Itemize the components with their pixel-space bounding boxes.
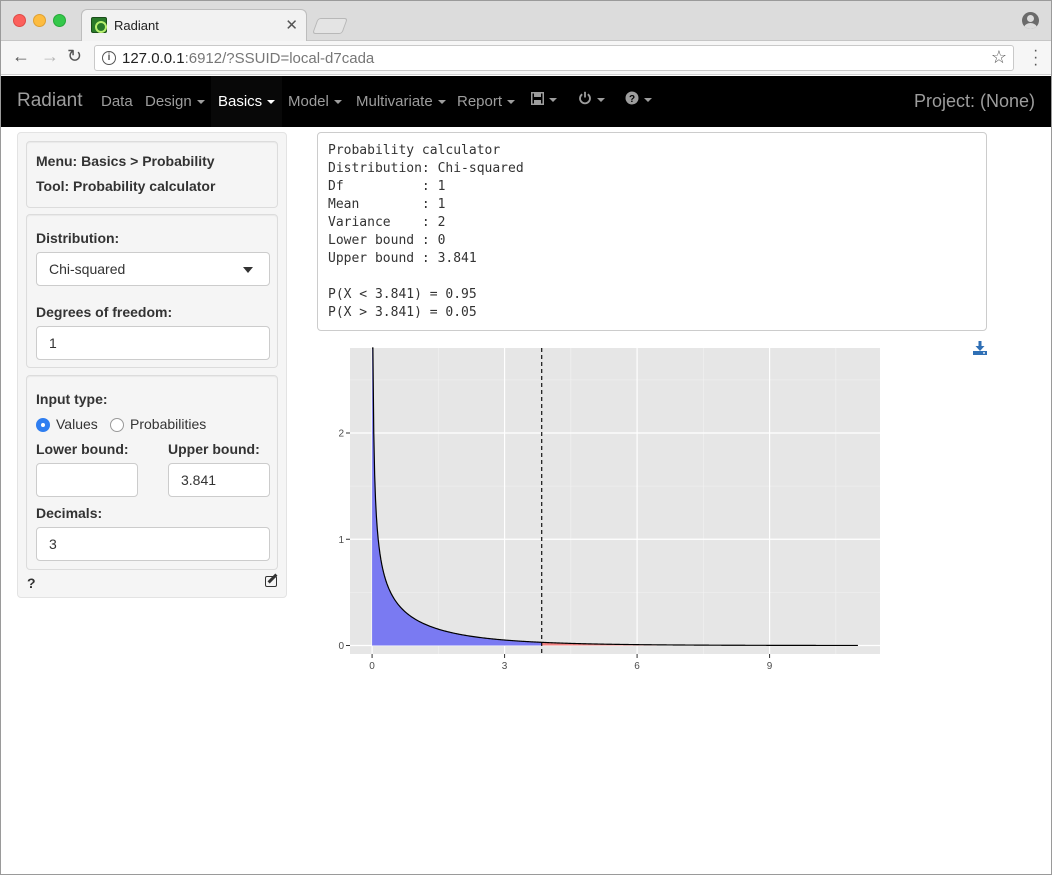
caret-down-icon xyxy=(243,267,253,273)
distribution-value: Chi-squared xyxy=(49,261,126,277)
df-value: 1 xyxy=(49,335,57,351)
distribution-select[interactable]: Chi-squared xyxy=(36,252,270,286)
y-tick-label: 0 xyxy=(338,641,344,652)
question-circle-icon: ? xyxy=(625,91,639,105)
svg-text:?: ? xyxy=(629,94,635,105)
nav-design-label: Design xyxy=(145,93,192,110)
df-label: Degrees of freedom: xyxy=(36,304,173,320)
input-well: Input type: Values Probabilities Lower b… xyxy=(26,375,278,570)
close-window-button[interactable] xyxy=(13,14,26,27)
info-icon[interactable]: i xyxy=(102,51,116,65)
back-arrow-icon[interactable]: ← xyxy=(12,46,30,66)
tab-close-icon[interactable]: ✕ xyxy=(285,17,298,34)
y-tick-label: 1 xyxy=(338,535,344,546)
caret-down-icon xyxy=(507,100,516,105)
upper-bound-input[interactable]: 3.841 xyxy=(168,463,270,497)
caret-down-icon xyxy=(597,98,605,103)
distribution-well: Distribution: Chi-squared Degrees of fre… xyxy=(26,214,278,368)
y-tick-label: 2 xyxy=(338,429,344,440)
nav-basics[interactable]: Basics xyxy=(218,93,276,110)
caret-down-icon xyxy=(437,100,446,105)
forward-arrow-icon[interactable]: → xyxy=(41,46,59,66)
save-icon xyxy=(531,92,544,105)
x-tick-label: 0 xyxy=(369,661,375,672)
density-curve xyxy=(372,347,858,647)
power-icon xyxy=(579,91,591,105)
download-icon[interactable] xyxy=(973,341,987,355)
browser-menu-icon[interactable]: · · · xyxy=(1033,42,1039,73)
x-tick-label: 6 xyxy=(634,661,640,672)
nav-report[interactable]: Report xyxy=(457,93,516,110)
help-link[interactable]: ? xyxy=(27,575,36,591)
nav-model[interactable]: Model xyxy=(288,93,342,110)
sidebar-panel: Menu: Basics > Probability Tool: Probabi… xyxy=(17,132,287,598)
decimals-label: Decimals: xyxy=(36,505,103,521)
tab-title: Radiant xyxy=(114,18,159,33)
save-menu[interactable] xyxy=(531,91,557,108)
menu-info-well: Menu: Basics > Probability Tool: Probabi… xyxy=(26,141,278,208)
nav-report-label: Report xyxy=(457,93,503,110)
nav-multivariate-label: Multivariate xyxy=(356,93,433,110)
caret-down-icon xyxy=(644,98,652,103)
upper-bound-label: Upper bound: xyxy=(168,441,260,457)
reload-icon[interactable]: ↻ xyxy=(67,46,83,66)
x-tick-label: 3 xyxy=(502,661,508,672)
nav-data[interactable]: Data xyxy=(101,93,133,110)
radio-values[interactable] xyxy=(36,418,50,432)
x-tick-label: 9 xyxy=(767,661,773,672)
decimals-value: 3 xyxy=(49,536,57,552)
profile-icon[interactable] xyxy=(1022,12,1039,29)
bookmark-star-icon[interactable]: ☆ xyxy=(990,47,1007,67)
edit-icon[interactable] xyxy=(265,576,277,587)
browser-tab[interactable]: Radiant ✕ xyxy=(81,9,307,42)
caret-down-icon xyxy=(549,98,557,103)
probability-output: Probability calculator Distribution: Chi… xyxy=(317,132,987,331)
density-plot: 0 3 6 9 0 1 2 xyxy=(338,347,880,672)
url-path: :6912/?SSUID=local-d7cada xyxy=(184,50,375,67)
url-input[interactable]: i 127.0.0.1:6912/?SSUID=local-d7cada ☆ xyxy=(94,45,1014,71)
help-menu[interactable]: ? xyxy=(625,91,652,108)
lower-bound-label: Lower bound: xyxy=(36,441,129,457)
tool-name: Tool: Probability calculator xyxy=(36,178,216,194)
browser-tab-bar: Radiant ✕ xyxy=(1,1,1051,42)
lower-bound-input[interactable] xyxy=(36,463,138,497)
minimize-window-button[interactable] xyxy=(33,14,46,27)
url-text: 127.0.0.1:6912/?SSUID=local-d7cada xyxy=(122,50,374,67)
new-tab-button[interactable] xyxy=(312,18,348,34)
caret-down-icon xyxy=(267,100,276,105)
radiant-favicon-icon xyxy=(91,17,107,33)
input-type-label: Input type: xyxy=(36,391,108,407)
nav-basics-label: Basics xyxy=(218,93,263,110)
nav-design[interactable]: Design xyxy=(145,93,205,110)
upper-bound-value: 3.841 xyxy=(181,472,217,488)
decimals-input[interactable]: 3 xyxy=(36,527,270,561)
radio-values-label[interactable]: Values xyxy=(56,416,98,432)
caret-down-icon xyxy=(196,100,205,105)
nav-model-label: Model xyxy=(288,93,329,110)
url-host: 127.0.0.1 xyxy=(122,50,185,67)
df-input[interactable]: 1 xyxy=(36,326,270,360)
power-menu[interactable] xyxy=(578,91,605,108)
address-toolbar: ← → ↻ i 127.0.0.1:6912/?SSUID=local-d7ca… xyxy=(1,41,1051,75)
area-below-bound xyxy=(372,348,542,646)
app-brand[interactable]: Radiant xyxy=(17,90,83,111)
maximize-window-button[interactable] xyxy=(53,14,66,27)
nav-multivariate[interactable]: Multivariate xyxy=(356,93,446,110)
plot-panel xyxy=(350,348,880,654)
project-label[interactable]: Project: (None) xyxy=(913,91,1035,111)
app-navbar: Radiant Data Design Basics Model Multiva… xyxy=(1,76,1051,127)
distribution-label: Distribution: xyxy=(36,230,120,246)
caret-down-icon xyxy=(333,100,342,105)
radio-probabilities[interactable] xyxy=(110,418,124,432)
radio-probabilities-label[interactable]: Probabilities xyxy=(130,416,207,432)
menu-path: Menu: Basics > Probability xyxy=(36,153,215,169)
